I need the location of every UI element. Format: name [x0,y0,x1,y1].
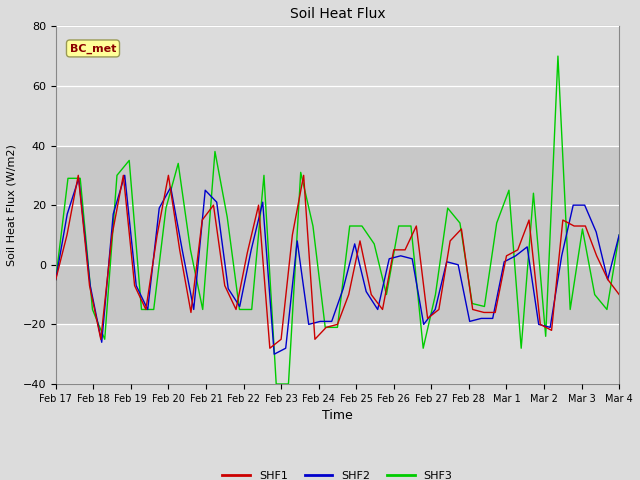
Legend: SHF1, SHF2, SHF3: SHF1, SHF2, SHF3 [218,467,457,480]
Bar [56,145,619,324]
Text: BC_met: BC_met [70,43,116,54]
X-axis label: Time: Time [322,409,353,422]
Y-axis label: Soil Heat Flux (W/m2): Soil Heat Flux (W/m2) [7,144,17,266]
Title: Soil Heat Flux: Soil Heat Flux [290,7,385,21]
